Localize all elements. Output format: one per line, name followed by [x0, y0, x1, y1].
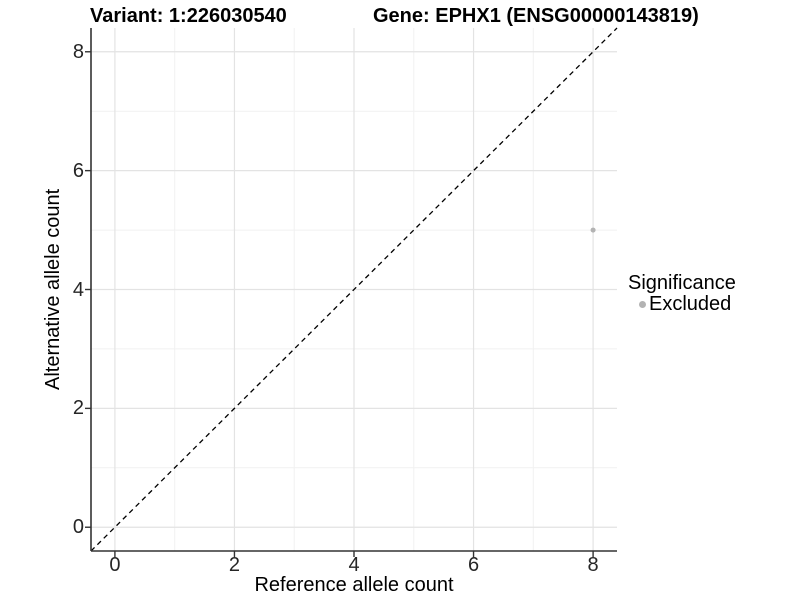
x-tick-label: 6 — [467, 554, 480, 576]
y-axis-title: Alternative allele count — [42, 188, 64, 391]
x-tick-label: 8 — [587, 554, 599, 576]
x-tick-label: 0 — [109, 554, 121, 576]
y-tick-label: 6 — [72, 159, 84, 182]
legend-point-icon — [639, 301, 646, 308]
gene-title: Gene: EPHX1 (ENSG00000143819) — [373, 5, 699, 27]
x-tick-label: 2 — [228, 554, 241, 576]
legend-item-excluded: Excluded — [628, 294, 736, 315]
variant-title: Variant: 1:226030540 — [90, 5, 287, 27]
data-point — [590, 227, 596, 233]
y-tick-label: 8 — [72, 40, 84, 63]
identity-line — [90, 27, 618, 552]
legend: Significance Excluded — [628, 273, 736, 315]
legend-title: Significance — [628, 272, 736, 294]
x-tick-label: 4 — [348, 554, 360, 576]
legend-item-label: Excluded — [649, 293, 732, 315]
y-tick-label: 4 — [72, 278, 84, 301]
y-tick-label: 0 — [72, 516, 84, 539]
y-tick-label: 2 — [72, 397, 84, 420]
x-axis-title: Reference allele count — [254, 574, 454, 596]
